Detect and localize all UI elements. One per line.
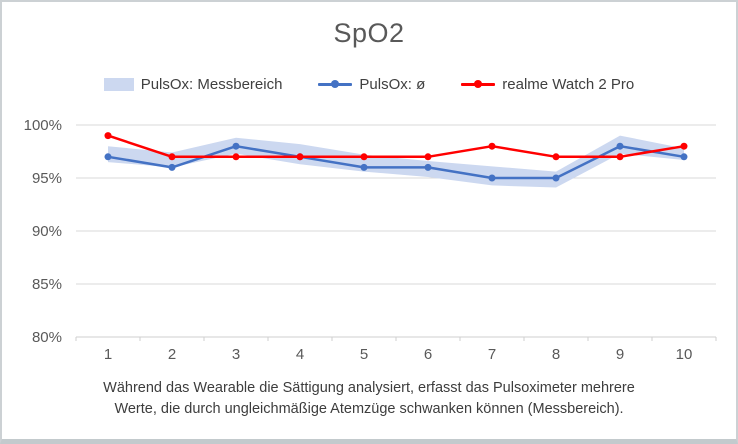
svg-text:9: 9 [616,346,624,363]
svg-text:4: 4 [296,346,304,363]
chart-caption: Während das Wearable die Sättigung analy… [2,378,736,420]
svg-text:80%: 80% [32,329,62,346]
chart-title: SpO2 [333,18,405,48]
x-axis [75,336,717,341]
svg-text:8: 8 [552,346,560,363]
legend-item-watch: realme Watch 2 Pro [461,76,634,93]
caption-line-2: Werte, die durch ungleichmäßige Atemzüge… [114,401,624,417]
svg-text:100%: 100% [24,117,62,134]
blue-line-swatch-icon [318,78,353,91]
svg-text:7: 7 [488,346,496,363]
svg-text:3: 3 [232,346,240,363]
series-realme-watch [104,132,688,161]
caption-line-1: Während das Wearable die Sättigung analy… [103,380,635,396]
legend-label: realme Watch 2 Pro [502,75,635,93]
band-area [108,135,684,188]
band-swatch-icon [103,77,134,91]
legend-label: PulsOx: Messbereich [140,75,283,93]
legend-label: PulsOx: ø [359,75,426,93]
svg-text:10: 10 [676,346,693,363]
x-axis-labels: 1 2 3 4 5 6 7 8 9 10 [104,346,693,363]
gridlines [76,124,716,285]
legend-item-pulsox-avg: PulsOx: ø [318,76,425,93]
svg-text:5: 5 [360,346,368,363]
legend: PulsOx: Messbereich PulsOx: ø realme Wat… [2,72,736,96]
svg-text:6: 6 [424,346,432,363]
svg-text:2: 2 [168,346,176,363]
svg-text:95%: 95% [32,170,62,187]
red-line-swatch-icon [461,78,496,91]
svg-text:90%: 90% [32,223,62,240]
legend-item-messbereich: PulsOx: Messbereich [103,75,283,93]
svg-text:85%: 85% [32,276,62,293]
svg-text:1: 1 [104,346,112,363]
y-axis-labels: 100% 95% 90% 85% 80% [24,117,62,346]
